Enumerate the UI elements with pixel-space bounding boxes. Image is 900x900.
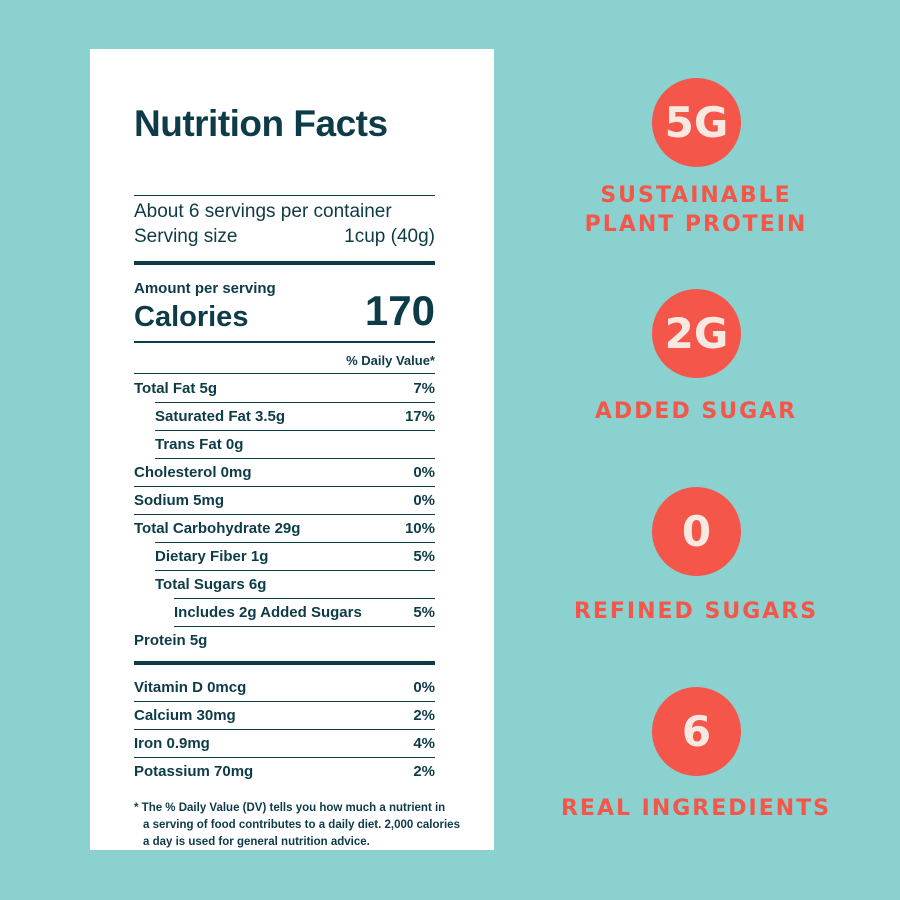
row-divider <box>134 486 435 487</box>
footnote-line: a day is used for general nutrition advi… <box>143 836 370 848</box>
protein-badge: 5G <box>652 78 741 167</box>
divider-thick <box>134 661 435 665</box>
vitamin-daily-value: 4% <box>413 735 435 752</box>
real-ingredients-badge: 6 <box>652 687 741 776</box>
caption-line: REFINED SUGARS <box>573 599 819 624</box>
nutrient-name: Trans Fat 0g <box>155 436 244 453</box>
nutrient-row: Saturated Fat 3.5g 17% <box>134 403 435 431</box>
vitamin-daily-value: 0% <box>413 679 435 696</box>
caption-line: ADDED SUGAR <box>594 399 798 424</box>
nutrient-daily-value: 0% <box>413 492 435 509</box>
nutrient-name: Cholesterol 0mg <box>134 464 252 481</box>
row-divider <box>174 626 435 627</box>
vitamin-name: Iron 0.9mg <box>134 735 210 752</box>
nutrient-daily-value: 5% <box>413 548 435 565</box>
divider-thin <box>134 373 435 374</box>
vitamin-daily-value: 2% <box>413 763 435 780</box>
refined-sugars-caption: REFINED SUGARS <box>560 597 832 626</box>
nutrient-row: Total Sugars 6g <box>134 571 435 599</box>
caption-line: REAL INGREDIENTS <box>560 796 832 821</box>
nutrient-daily-value: 5% <box>413 604 435 621</box>
protein-caption: SUSTAINABLE PLANT PROTEIN <box>560 181 832 239</box>
nutrient-row: Cholesterol 0mg 0% <box>134 459 435 487</box>
nutrient-name: Includes 2g Added Sugars <box>174 604 362 621</box>
nutrient-row: Sodium 5mg 0% <box>134 487 435 515</box>
vitamin-daily-value: 2% <box>413 707 435 724</box>
serving-size-value: 1cup (40g) <box>344 226 435 247</box>
row-divider <box>155 430 435 431</box>
row-divider <box>174 598 435 599</box>
calories-label: Calories <box>134 301 249 333</box>
nutrient-name: Protein 5g <box>134 632 208 649</box>
daily-value-footnote: * The % Daily Value (DV) tells you how m… <box>134 800 474 851</box>
nutrient-row: Protein 5g <box>134 627 435 655</box>
nutrient-name: Total Fat 5g <box>134 380 218 397</box>
divider-thin <box>134 195 435 196</box>
nutrient-daily-value: 7% <box>413 380 435 397</box>
added-sugar-caption: ADDED SUGAR <box>560 397 832 426</box>
nutrient-row: Total Carbohydrate 29g 10% <box>134 515 435 543</box>
caption-line: PLANT PROTEIN <box>584 212 808 237</box>
calories-value: 170 <box>364 287 435 334</box>
row-divider <box>155 458 435 459</box>
amount-per-serving: Amount per serving <box>134 280 276 297</box>
vitamin-name: Calcium 30mg <box>134 707 236 724</box>
serving-size-label: Serving size <box>134 226 238 247</box>
nutrient-row: Dietary Fiber 1g 5% <box>134 543 435 571</box>
nutrient-row: Includes 2g Added Sugars 5% <box>134 599 435 627</box>
nutrition-label: Nutrition Facts About 6 servings per con… <box>90 49 494 850</box>
divider-thick <box>134 261 435 265</box>
nutrient-row: Trans Fat 0g <box>134 431 435 459</box>
vitamin-row: Vitamin D 0mcg 0% <box>134 674 435 702</box>
real-ingredients-caption: REAL INGREDIENTS <box>560 794 832 823</box>
vitamin-name: Potassium 70mg <box>134 763 254 780</box>
nutrient-name: Sodium 5mg <box>134 492 225 509</box>
nutrition-facts-title: Nutrition Facts <box>134 103 388 144</box>
daily-value-header: % Daily Value* <box>346 353 435 368</box>
divider-medium <box>134 341 435 343</box>
row-divider <box>134 514 435 515</box>
row-divider <box>134 757 435 758</box>
row-divider <box>155 542 435 543</box>
added-sugar-badge: 2G <box>652 289 741 378</box>
footnote-line: * The % Daily Value (DV) tells you how m… <box>134 802 446 814</box>
row-divider <box>155 570 435 571</box>
nutrient-daily-value: 17% <box>404 408 435 425</box>
vitamin-row: Iron 0.9mg 4% <box>134 730 435 758</box>
vitamin-row: Potassium 70mg 2% <box>134 758 435 786</box>
footnote-line: a serving of food contributes to a daily… <box>143 819 460 831</box>
nutrient-daily-value: 0% <box>413 464 435 481</box>
servings-per-container: About 6 servings per container <box>134 201 392 222</box>
row-divider <box>134 701 435 702</box>
nutrient-row: Total Fat 5g 7% <box>134 375 435 403</box>
vitamin-row: Calcium 30mg 2% <box>134 702 435 730</box>
nutrient-name: Dietary Fiber 1g <box>155 548 269 565</box>
nutrient-name: Saturated Fat 3.5g <box>155 408 286 425</box>
nutrient-name: Total Carbohydrate 29g <box>134 520 301 537</box>
refined-sugars-badge: 0 <box>652 487 741 576</box>
row-divider <box>155 402 435 403</box>
nutrient-daily-value: 10% <box>404 520 435 537</box>
nutrient-name: Total Sugars 6g <box>155 576 267 593</box>
row-divider <box>134 729 435 730</box>
vitamin-name: Vitamin D 0mcg <box>134 679 247 696</box>
caption-line: SUSTAINABLE <box>600 183 792 208</box>
